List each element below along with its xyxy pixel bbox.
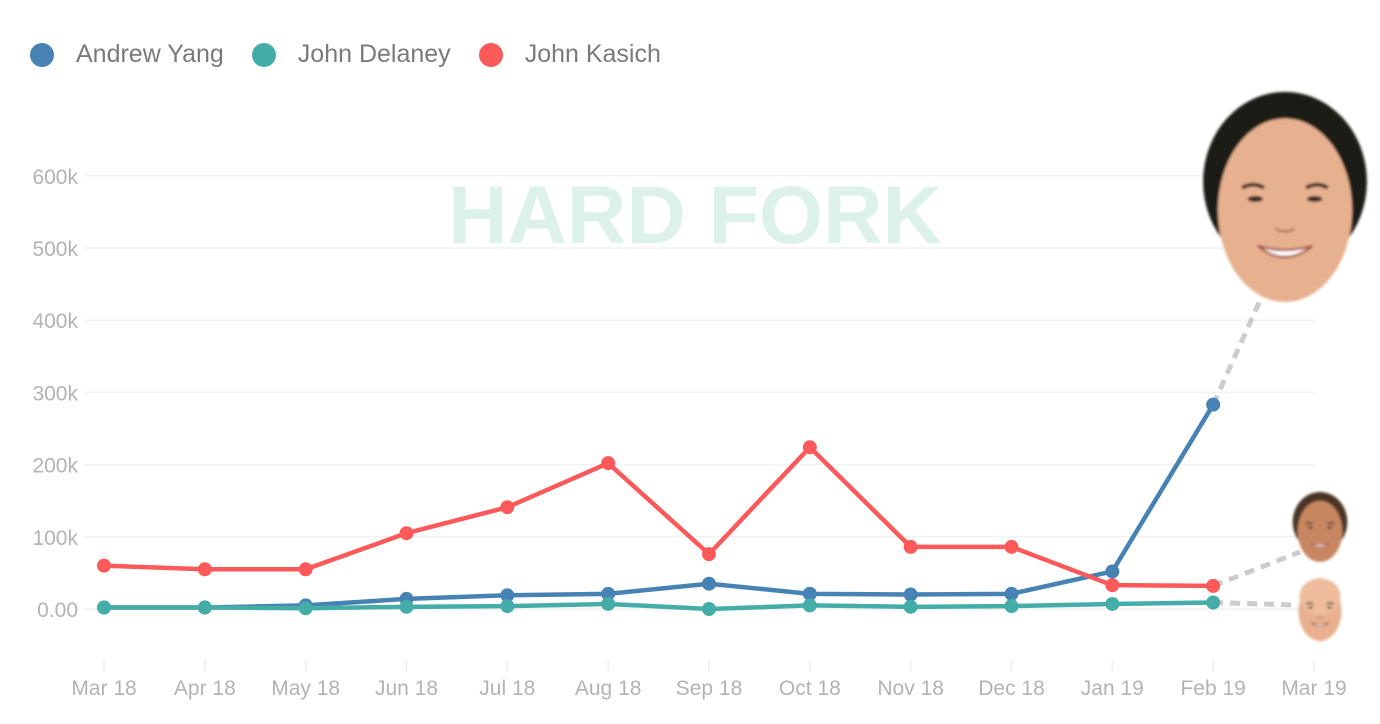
x-tick-label: Jan 19 bbox=[1081, 677, 1144, 700]
legend-label: John Delaney bbox=[297, 40, 451, 68]
x-tick-label: Jun 18 bbox=[375, 677, 438, 700]
x-tick-label: Mar 19 bbox=[1281, 677, 1346, 700]
data-point[interactable] bbox=[1004, 599, 1019, 614]
data-point[interactable] bbox=[903, 599, 918, 614]
x-tick-label: May 18 bbox=[271, 677, 340, 700]
x-tick-label: Sep 18 bbox=[676, 677, 743, 700]
data-point[interactable] bbox=[1206, 595, 1221, 610]
y-tick-label: 600k bbox=[32, 166, 78, 189]
john-delaney-face bbox=[1298, 578, 1342, 641]
x-tick-label: Nov 18 bbox=[877, 677, 944, 700]
y-axis: 0.00 100k 200k 300k 400k 500k 600k bbox=[32, 166, 78, 622]
data-point[interactable] bbox=[197, 562, 212, 577]
series-line bbox=[101, 445, 1216, 589]
chart-legend: Andrew Yang John Delaney John Kasich bbox=[30, 40, 689, 69]
data-point[interactable] bbox=[802, 586, 817, 601]
data-point[interactable] bbox=[399, 526, 414, 541]
data-point[interactable] bbox=[601, 596, 616, 611]
data-point[interactable] bbox=[1105, 564, 1120, 579]
x-tick-label: Mar 18 bbox=[71, 677, 136, 700]
legend-label: John Kasich bbox=[524, 40, 661, 68]
x-tick-label: Aug 18 bbox=[575, 677, 642, 700]
y-tick-label: 400k bbox=[32, 310, 78, 333]
data-point[interactable] bbox=[903, 539, 918, 554]
y-tick-label: 300k bbox=[32, 382, 78, 405]
hard-fork-watermark: HARD FORK bbox=[448, 170, 942, 261]
y-tick-label: 0.00 bbox=[37, 599, 78, 622]
legend-marker-john-delaney bbox=[251, 42, 276, 67]
data-point[interactable] bbox=[298, 562, 313, 577]
data-point[interactable] bbox=[601, 586, 616, 601]
legend-marker-andrew-yang bbox=[30, 42, 54, 67]
y-tick-label: 200k bbox=[32, 455, 78, 478]
john-kasich-face bbox=[1292, 491, 1348, 562]
data-point[interactable] bbox=[399, 599, 414, 614]
data-point[interactable] bbox=[97, 600, 111, 615]
y-tick-label: 500k bbox=[32, 238, 78, 261]
andrew-yang-face bbox=[1203, 91, 1367, 302]
data-point[interactable] bbox=[702, 576, 716, 591]
data-point[interactable] bbox=[702, 547, 716, 562]
data-point[interactable] bbox=[1004, 586, 1019, 601]
series-line bbox=[101, 402, 1216, 610]
data-point[interactable] bbox=[702, 602, 716, 616]
series-lines bbox=[97, 397, 1221, 616]
y-tick-label: 100k bbox=[32, 527, 78, 550]
x-tick-label: Jul 18 bbox=[479, 677, 535, 700]
series-john-delaney bbox=[97, 595, 1221, 616]
data-point[interactable] bbox=[802, 440, 817, 455]
legend-marker-john-kasich bbox=[478, 42, 503, 67]
data-point[interactable] bbox=[298, 601, 313, 616]
data-point[interactable] bbox=[97, 558, 111, 573]
face-connector-john-kasich bbox=[1212, 549, 1301, 589]
data-point[interactable] bbox=[1004, 539, 1019, 554]
data-point[interactable] bbox=[1105, 596, 1120, 611]
x-tick-label: Feb 19 bbox=[1180, 677, 1245, 700]
x-axis: Mar 18 Apr 18 May 18 Jun 18 Jul 18 Aug 18 Sep … bbox=[71, 660, 1347, 700]
data-point[interactable] bbox=[197, 600, 212, 615]
data-point[interactable] bbox=[500, 599, 515, 614]
face-connector-andrew-yang bbox=[1210, 294, 1265, 406]
face-connector-john-delaney bbox=[1213, 600, 1297, 608]
data-point[interactable] bbox=[500, 588, 515, 603]
legend-item-john-kasich[interactable]: John Kasich bbox=[478, 40, 661, 69]
data-point[interactable] bbox=[1105, 578, 1120, 593]
series-line bbox=[101, 600, 1216, 612]
x-tick-label: Apr 18 bbox=[174, 677, 236, 700]
data-point[interactable] bbox=[802, 598, 817, 613]
x-tick-label: Oct 18 bbox=[779, 677, 841, 700]
legend-label: Andrew Yang bbox=[76, 40, 224, 68]
data-point[interactable] bbox=[500, 500, 515, 515]
data-point[interactable] bbox=[1206, 397, 1221, 412]
data-point[interactable] bbox=[1206, 578, 1221, 593]
candidate-faces bbox=[1203, 91, 1367, 641]
series-john-kasich bbox=[97, 440, 1221, 593]
legend-item-andrew-yang[interactable]: Andrew Yang bbox=[30, 40, 224, 69]
face-connectors bbox=[1210, 294, 1301, 608]
data-point[interactable] bbox=[903, 587, 918, 602]
data-point[interactable] bbox=[601, 456, 616, 471]
legend-item-john-delaney[interactable]: John Delaney bbox=[251, 40, 451, 69]
x-tick-label: Dec 18 bbox=[978, 677, 1045, 700]
